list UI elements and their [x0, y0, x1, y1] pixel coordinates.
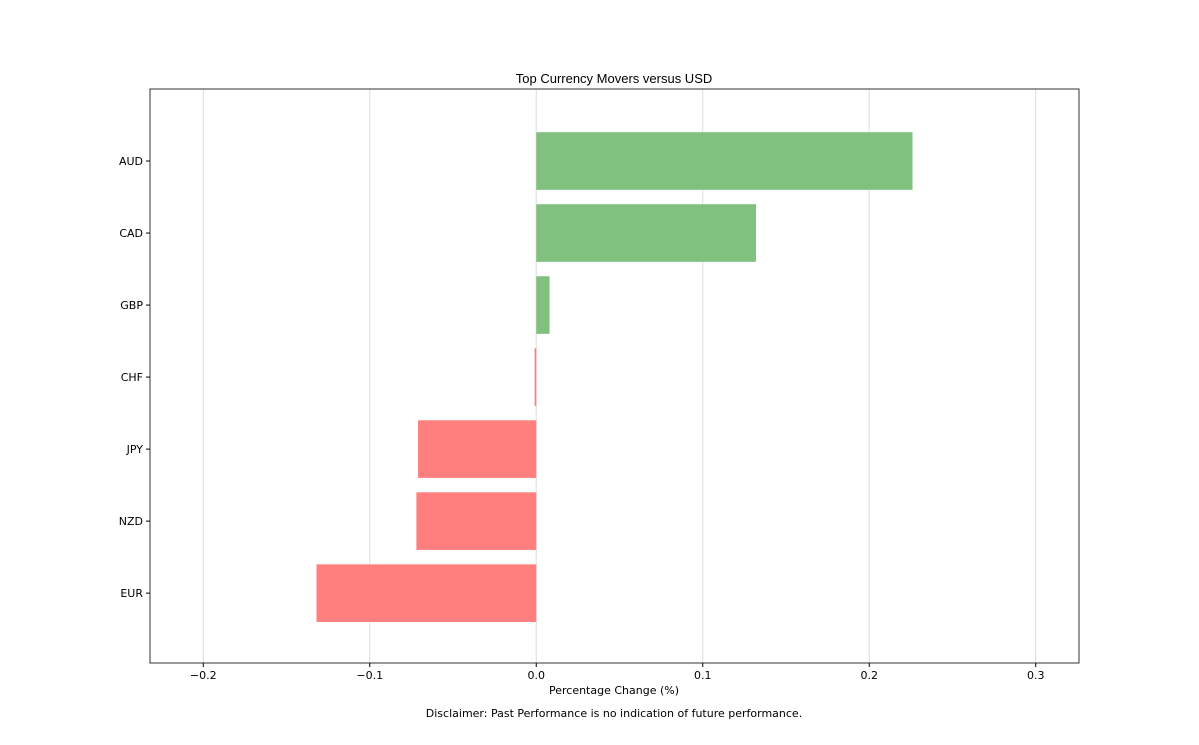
bars	[316, 132, 913, 622]
bar-aud	[536, 132, 913, 190]
plot-frame	[149, 88, 1080, 664]
bar-jpy	[418, 420, 537, 478]
x-tick-label: 0.2	[860, 669, 878, 682]
bar-gbp	[536, 276, 550, 334]
x-tick-label: −0.1	[356, 669, 383, 682]
bar-eur	[316, 564, 537, 622]
y-tick-label-eur: EUR	[120, 587, 143, 600]
bar-cad	[536, 204, 757, 262]
bar-nzd	[416, 492, 537, 550]
chart-title: Top Currency Movers versus USD	[516, 71, 713, 86]
y-tick-label-jpy: JPY	[126, 443, 144, 456]
disclaimer-text: Disclaimer: Past Performance is no indic…	[426, 707, 802, 720]
y-tick-label-aud: AUD	[119, 155, 143, 168]
x-tick-label: 0.1	[694, 669, 712, 682]
y-axis-ticks: AUD CAD GBP CHF JPY NZD EUR	[119, 155, 150, 600]
bar-chf	[534, 348, 537, 406]
y-tick-label-nzd: NZD	[119, 515, 143, 528]
x-axis-ticks: −0.2 −0.1 0.0 0.1 0.2 0.3	[190, 663, 1045, 682]
y-tick-label-gbp: GBP	[120, 299, 143, 312]
y-tick-label-cad: CAD	[119, 227, 143, 240]
x-axis-label: Percentage Change (%)	[549, 684, 679, 697]
x-tick-label: −0.2	[190, 669, 217, 682]
x-tick-label: 0.0	[528, 669, 546, 682]
y-tick-label-chf: CHF	[121, 371, 143, 384]
x-tick-label: 0.3	[1027, 669, 1045, 682]
